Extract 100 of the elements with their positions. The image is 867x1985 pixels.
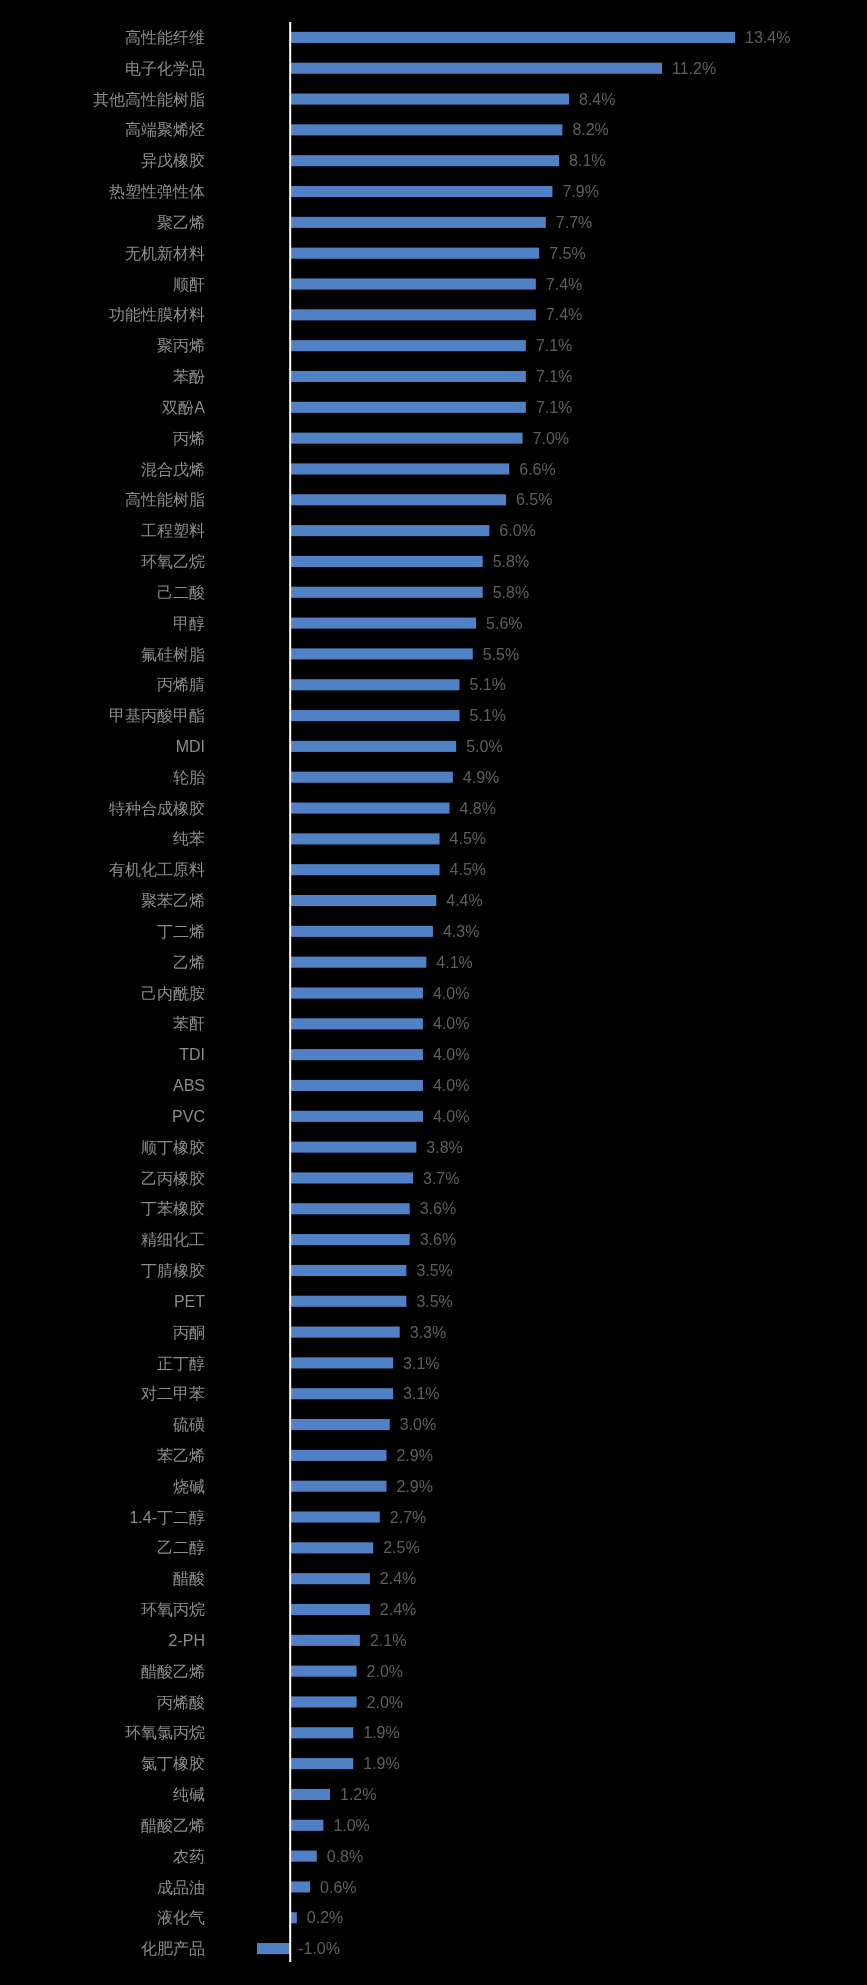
data-label: 4.0% [432, 984, 470, 1002]
y-tick-label: 醋酸 [173, 1570, 205, 1588]
bar [290, 1110, 423, 1122]
y-tick-label: 顺丁橡胶 [141, 1138, 205, 1156]
data-label: 5.8% [492, 553, 530, 571]
bar [290, 1018, 423, 1030]
y-tick-label: 异戊橡胶 [141, 152, 205, 170]
data-label: 4.5% [449, 830, 487, 848]
bar [290, 1264, 407, 1276]
data-label: 7.4% [545, 306, 583, 324]
bar [290, 740, 457, 752]
data-label: 2.1% [369, 1631, 407, 1649]
data-label: 3.6% [419, 1231, 457, 1249]
data-label: 4.0% [432, 1046, 470, 1064]
bar [290, 555, 483, 567]
y-tick-label: 环氧氯丙烷 [125, 1724, 205, 1742]
bar [290, 185, 553, 198]
y-tick-label: 甲醇 [173, 614, 205, 632]
bar [290, 155, 560, 167]
bar [290, 987, 423, 999]
y-tick-label: 乙丙橡胶 [141, 1169, 205, 1187]
data-label: 0.8% [326, 1847, 364, 1865]
y-tick-label: 己二酸 [157, 583, 205, 601]
bar [290, 1758, 354, 1770]
bar [290, 1788, 331, 1801]
y-tick-label: 醋酸乙烯 [141, 1662, 205, 1680]
y-tick-label: 烧碱 [173, 1477, 205, 1495]
data-label: 2.4% [379, 1570, 417, 1588]
y-tick-label: 丁腈橡胶 [141, 1262, 205, 1280]
y-tick-label: 成品油 [157, 1878, 205, 1896]
bar [290, 247, 540, 259]
y-tick-label: 纯碱 [173, 1786, 205, 1804]
bar [290, 1049, 423, 1061]
y-tick-label: 醋酸乙烯 [141, 1816, 205, 1834]
data-label: 2.0% [366, 1662, 404, 1680]
data-label: 0.6% [320, 1878, 357, 1896]
y-tick-label: 环氧乙烷 [141, 553, 205, 571]
data-label: 0.2% [306, 1909, 344, 1927]
bar [290, 370, 526, 383]
bar [290, 1419, 390, 1431]
bar [257, 1943, 291, 1955]
y-tick-label: ABS [172, 1077, 205, 1095]
y-tick-label: 农药 [173, 1847, 205, 1865]
bar [290, 833, 440, 845]
y-tick-label: 对二甲苯 [141, 1385, 205, 1403]
bar [290, 864, 440, 876]
bar [290, 401, 526, 413]
data-label: -1.0% [298, 1940, 340, 1958]
data-label: 1.9% [363, 1724, 400, 1742]
data-label: 4.0% [432, 1107, 470, 1125]
bar [290, 648, 473, 660]
bar [290, 62, 662, 74]
y-tick-label: 精细化工 [141, 1231, 205, 1249]
data-label: 3.0% [399, 1416, 437, 1434]
data-label: 4.0% [432, 1077, 470, 1095]
y-tick-label: 双酚A [162, 398, 206, 416]
data-label: 6.0% [499, 522, 536, 540]
bar [290, 1234, 410, 1246]
y-tick-label: 液化气 [157, 1909, 205, 1927]
bar [290, 1449, 387, 1461]
y-tick-label: 轮胎 [173, 768, 205, 786]
y-tick-label: 1.4-丁二醇 [129, 1508, 205, 1526]
bar [290, 525, 490, 537]
data-label: 5.1% [469, 676, 506, 694]
bar [290, 1727, 354, 1739]
bar [290, 1079, 423, 1092]
y-tick-label: 特种合成橡胶 [109, 799, 205, 817]
data-label: 5.1% [469, 707, 506, 725]
bar [290, 679, 460, 691]
y-tick-label: 无机新材料 [125, 244, 205, 262]
data-label: 5.8% [492, 583, 530, 601]
data-label: 4.9% [462, 768, 500, 786]
bar [290, 1480, 387, 1492]
data-label: 3.1% [403, 1385, 440, 1403]
bar [290, 340, 526, 352]
data-label: 4.4% [446, 892, 483, 910]
bar [290, 1542, 374, 1554]
y-tick-label: 高性能树脂 [125, 491, 205, 509]
y-tick-label: 工程塑料 [141, 522, 205, 540]
y-tick-label: 纯苯 [173, 830, 205, 848]
data-label: 3.7% [423, 1169, 460, 1187]
data-label: 3.6% [419, 1200, 457, 1218]
y-tick-label: 丙烯 [173, 429, 205, 447]
bar [290, 1634, 360, 1646]
data-label: 7.1% [535, 398, 573, 416]
bar [290, 93, 570, 105]
y-tick-label: 氯丁橡胶 [141, 1755, 205, 1773]
y-tick-label: 高端聚烯烃 [125, 121, 205, 139]
data-label: 5.0% [466, 738, 503, 755]
y-tick-label: 乙烯 [173, 953, 205, 971]
data-label: 3.8% [426, 1138, 463, 1156]
y-tick-label: 高性能纤维 [125, 29, 205, 47]
y-tick-label: 有机化工原料 [109, 861, 205, 879]
data-label: 5.5% [482, 645, 520, 663]
data-label: 4.3% [442, 922, 480, 940]
y-tick-label: 苯乙烯 [157, 1446, 205, 1464]
data-label: 3.3% [409, 1323, 447, 1341]
data-label: 8.1% [569, 152, 606, 170]
data-label: 7.5% [549, 244, 586, 262]
bar [290, 1573, 370, 1585]
